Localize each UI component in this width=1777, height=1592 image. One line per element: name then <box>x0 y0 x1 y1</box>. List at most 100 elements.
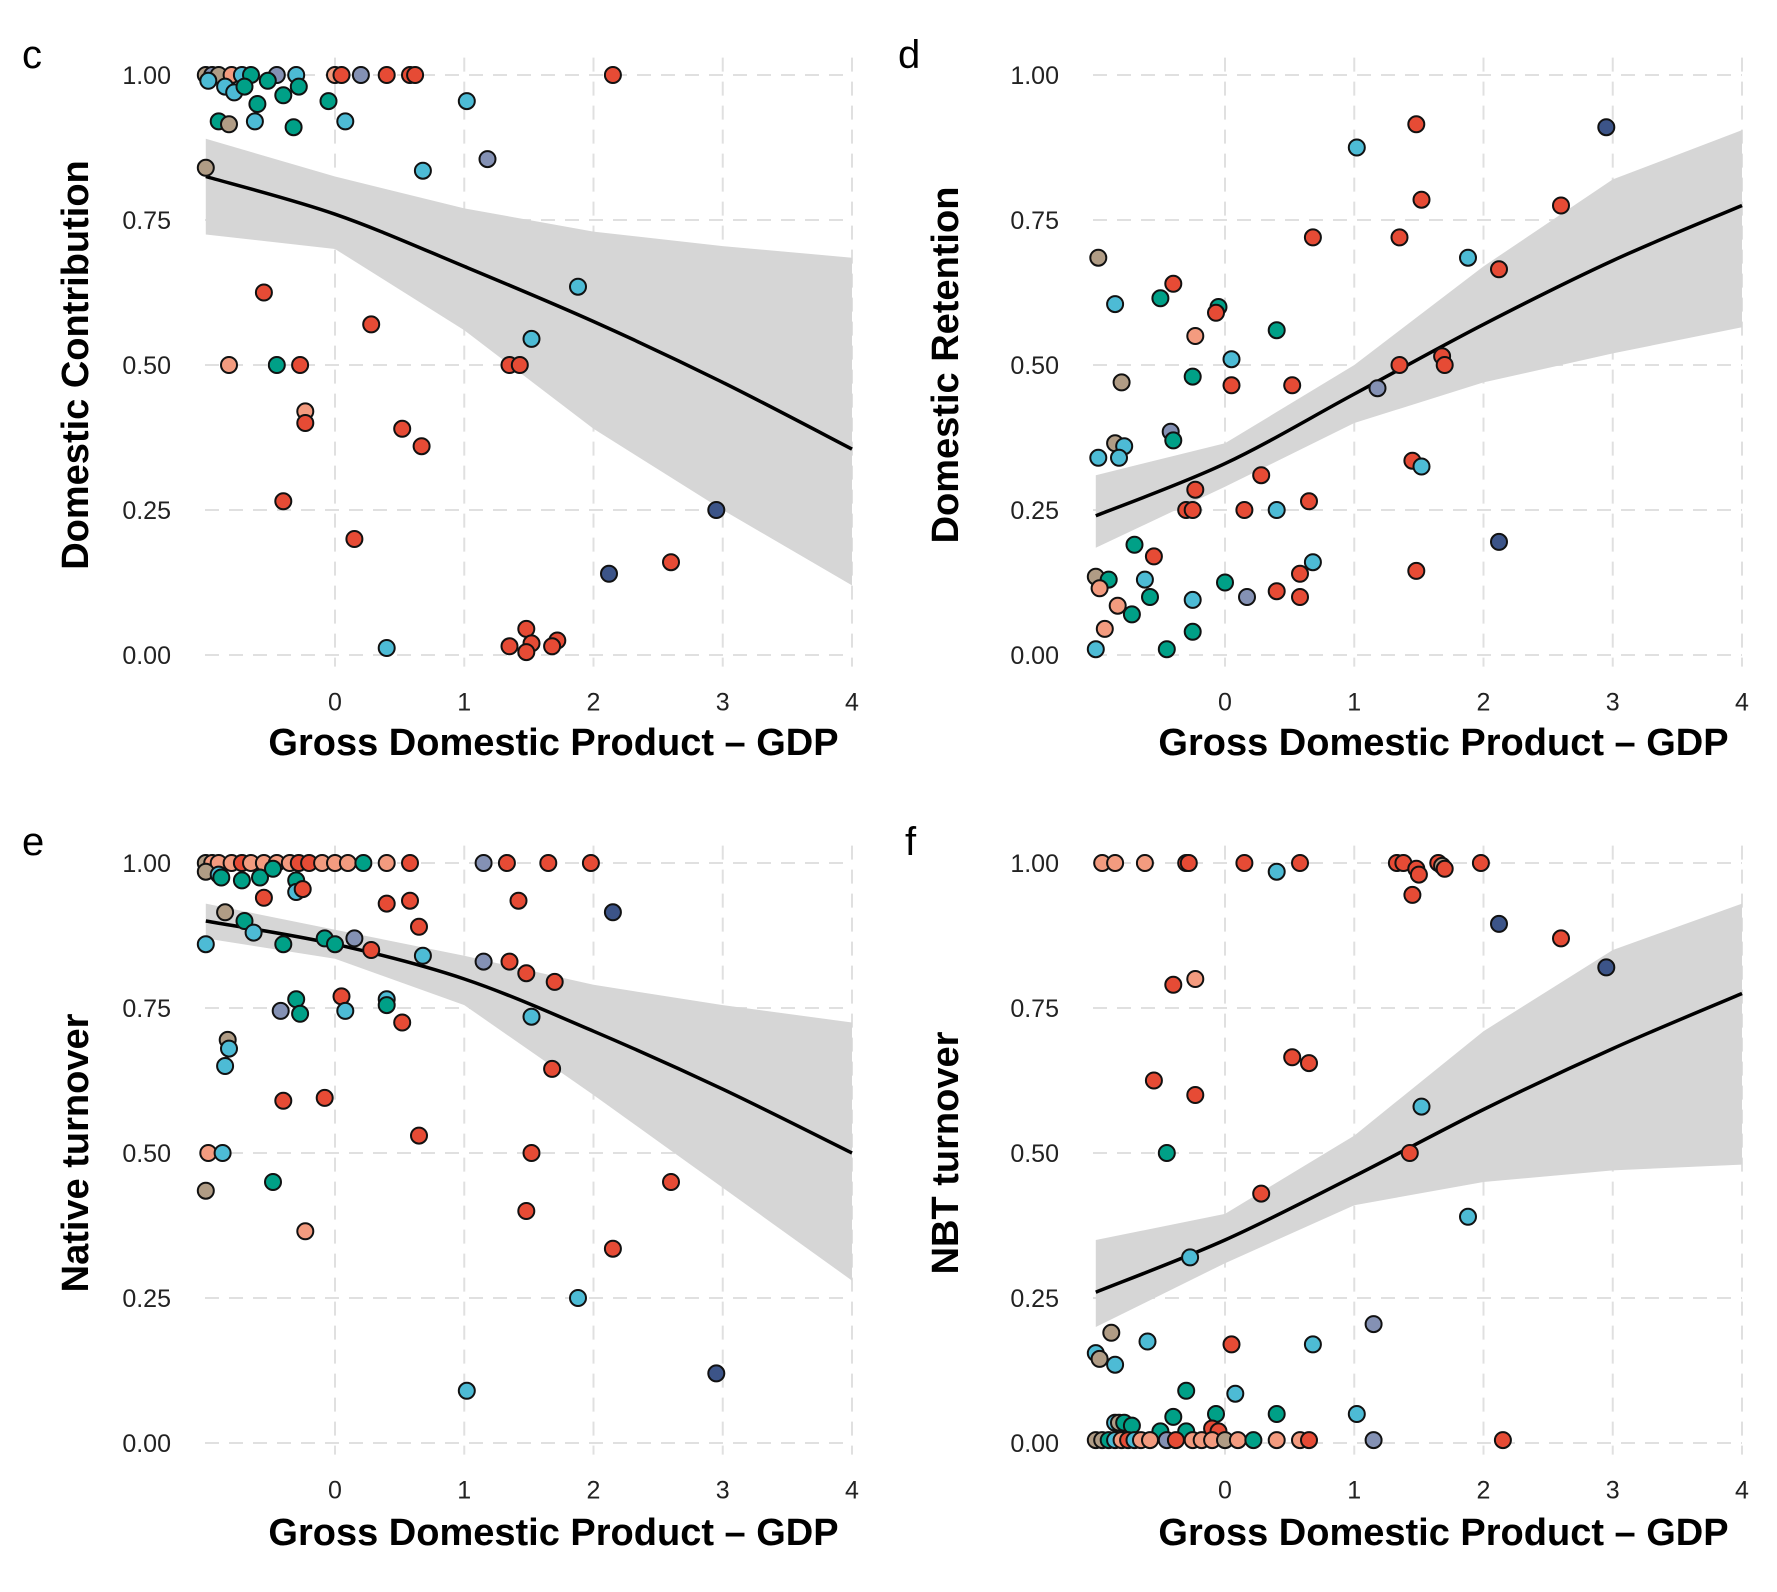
data-point <box>1267 501 1286 519</box>
data-point <box>1164 274 1183 293</box>
data-point <box>1183 622 1202 641</box>
data-point <box>338 854 357 872</box>
panel-letter: c <box>22 33 42 77</box>
data-point <box>569 277 587 296</box>
y-tick-label: 1.00 <box>122 850 171 878</box>
data-point <box>545 972 564 991</box>
data-point <box>522 1007 541 1026</box>
data-point <box>522 329 541 348</box>
data-point <box>377 996 396 1015</box>
data-point <box>1186 970 1205 988</box>
data-point <box>1177 1381 1196 1400</box>
data-point <box>1403 885 1422 904</box>
data-point <box>1412 190 1431 209</box>
y-axis-title: Native turnover <box>55 1013 97 1292</box>
data-point <box>196 935 215 954</box>
data-point <box>1108 596 1127 615</box>
x-axis-title: Gross Domestic Product – GDP <box>268 722 838 764</box>
data-point <box>581 854 600 872</box>
data-point <box>291 356 310 374</box>
data-point <box>213 1144 232 1162</box>
data-point <box>235 77 254 96</box>
data-point <box>1183 367 1202 386</box>
data-point <box>662 1173 680 1191</box>
panel-letter: d <box>898 33 920 77</box>
data-point <box>500 952 519 971</box>
y-tick-label: 0.50 <box>1010 1140 1059 1168</box>
data-point <box>1347 138 1366 157</box>
data-point <box>1186 480 1205 499</box>
y-tick-label: 0.00 <box>122 1430 171 1458</box>
data-point <box>1412 1097 1431 1116</box>
data-point <box>1412 457 1431 476</box>
data-point <box>406 66 425 84</box>
data-point <box>1216 573 1234 592</box>
data-point <box>539 854 558 872</box>
data-point <box>1179 854 1198 872</box>
data-point <box>603 903 622 922</box>
data-point <box>1390 228 1409 247</box>
y-tick-label: 0.75 <box>122 995 171 1023</box>
data-point <box>457 92 476 111</box>
y-tick-label: 0.75 <box>122 207 171 235</box>
y-axis-title: Domestic Contribution <box>55 160 97 570</box>
data-point <box>1407 561 1426 580</box>
data-point <box>354 854 373 872</box>
data-point <box>603 1239 622 1258</box>
y-tick-label: 1.00 <box>122 62 171 90</box>
data-point <box>1291 564 1309 583</box>
data-point <box>1283 1048 1302 1067</box>
data-point <box>517 1202 536 1220</box>
data-point <box>1364 1431 1383 1450</box>
data-point <box>1291 854 1309 872</box>
data-point <box>296 414 315 432</box>
data-point <box>274 492 293 511</box>
data-point <box>1252 466 1271 485</box>
data-point <box>1435 356 1454 374</box>
data-point <box>474 952 493 971</box>
data-point <box>1122 605 1141 624</box>
x-axis-title: Gross Domestic Product – GDP <box>1158 1512 1728 1554</box>
data-point <box>1166 1431 1185 1450</box>
data-point <box>1283 376 1302 395</box>
data-point <box>1090 1349 1109 1368</box>
data-point <box>1222 1335 1241 1354</box>
data-point <box>522 1144 541 1162</box>
data-point <box>220 115 238 134</box>
data-point <box>377 854 396 872</box>
data-point <box>1106 854 1125 872</box>
confidence-band <box>205 138 853 586</box>
x-tick-label: 3 <box>716 1477 730 1505</box>
data-point <box>1125 535 1144 554</box>
data-point <box>1086 640 1105 659</box>
data-point <box>1300 1054 1318 1073</box>
y-tick-label: 0.25 <box>122 1285 171 1313</box>
data-point <box>274 86 293 105</box>
data-point <box>1291 588 1309 606</box>
data-point <box>284 118 303 137</box>
data-point <box>1186 1086 1205 1104</box>
data-point <box>291 1004 310 1023</box>
data-point <box>235 912 254 930</box>
x-tick-label: 4 <box>845 689 859 717</box>
data-point <box>1089 448 1108 467</box>
data-point <box>413 946 432 965</box>
x-axis-title: Gross Domestic Product – GDP <box>1158 722 1728 764</box>
data-point <box>517 643 536 662</box>
x-tick-label: 4 <box>1735 689 1749 717</box>
x-tick-label: 4 <box>845 1477 859 1505</box>
data-point <box>326 935 344 954</box>
x-tick-label: 3 <box>1606 1477 1620 1505</box>
data-point <box>315 1088 334 1107</box>
data-point <box>274 935 293 954</box>
data-point <box>1207 1405 1225 1423</box>
data-point <box>500 637 519 656</box>
y-tick-label: 0.00 <box>1010 1430 1059 1458</box>
x-tick-label: 1 <box>457 689 471 717</box>
data-point <box>1164 1407 1183 1426</box>
data-point <box>362 941 381 959</box>
panel-letter: f <box>905 820 917 864</box>
data-point <box>1267 582 1286 601</box>
